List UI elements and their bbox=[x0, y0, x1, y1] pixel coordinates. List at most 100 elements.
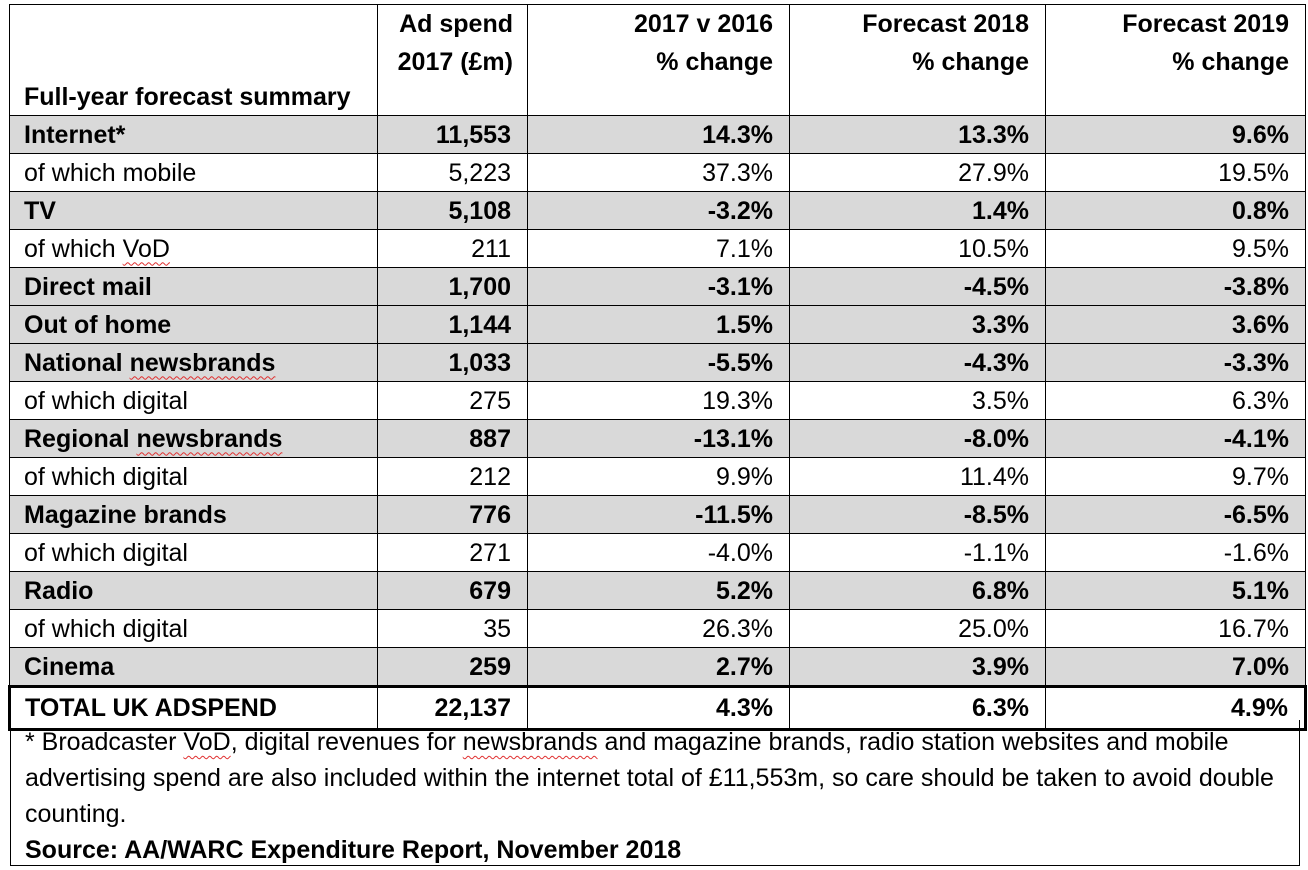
total-change-2017: 4.3% bbox=[527, 685, 790, 731]
row-forecast-2019: -3.8% bbox=[1045, 267, 1306, 306]
row-ad-spend: 1,144 bbox=[377, 305, 528, 344]
row-ad-spend: 5,108 bbox=[377, 191, 528, 230]
row-forecast-2019: 0.8% bbox=[1045, 191, 1306, 230]
header-row: Full-year forecast summary Ad spend 2017… bbox=[9, 4, 1306, 116]
header-ad-spend-line2: 2017 (£m) bbox=[397, 48, 513, 76]
header-2017-change: 2017 v 2016 % change bbox=[527, 4, 790, 116]
row-change-2017: 1.5% bbox=[527, 305, 790, 344]
row-label: National newsbrands bbox=[9, 343, 378, 382]
total-forecast-2018: 6.3% bbox=[789, 685, 1046, 731]
row-label: Internet* bbox=[9, 115, 378, 154]
table-row: of which digital 35 26.3% 25.0% 16.7% bbox=[9, 609, 1306, 648]
row-ad-spend: 271 bbox=[377, 533, 528, 572]
header-ad-spend: Ad spend 2017 (£m) bbox=[377, 4, 528, 116]
row-forecast-2019: 9.7% bbox=[1045, 457, 1306, 496]
row-change-2017: -3.2% bbox=[527, 191, 790, 230]
row-label: of which mobile bbox=[9, 153, 378, 192]
row-forecast-2019: -6.5% bbox=[1045, 495, 1306, 534]
row-forecast-2019: 9.6% bbox=[1045, 115, 1306, 154]
row-forecast-2019: 7.0% bbox=[1045, 647, 1306, 687]
row-label: of which digital bbox=[9, 381, 378, 420]
row-forecast-2019: 19.5% bbox=[1045, 153, 1306, 192]
row-label: of which digital bbox=[9, 457, 378, 496]
header-forecast-2019: Forecast 2019 % change bbox=[1045, 4, 1306, 116]
table-row: Cinema 259 2.7% 3.9% 7.0% bbox=[9, 647, 1306, 687]
header-2019-line1: Forecast 2019 bbox=[1122, 10, 1289, 38]
header-forecast-2018: Forecast 2018 % change bbox=[789, 4, 1046, 116]
row-ad-spend: 1,700 bbox=[377, 267, 528, 306]
row-change-2017: -3.1% bbox=[527, 267, 790, 306]
row-change-2017: 19.3% bbox=[527, 381, 790, 420]
table-row: TV 5,108 -3.2% 1.4% 0.8% bbox=[9, 191, 1306, 230]
row-forecast-2018: -1.1% bbox=[789, 533, 1046, 572]
table-body: Internet* 11,553 14.3% 13.3% 9.6% of which mo… bbox=[9, 115, 1306, 687]
row-change-2017: 37.3% bbox=[527, 153, 790, 192]
row-ad-spend: 887 bbox=[377, 419, 528, 458]
row-ad-spend: 776 bbox=[377, 495, 528, 534]
table-row: Internet* 11,553 14.3% 13.3% 9.6% bbox=[9, 115, 1306, 154]
table-row: of which digital 212 9.9% 11.4% 9.7% bbox=[9, 457, 1306, 496]
table-row: Radio 679 5.2% 6.8% 5.1% bbox=[9, 571, 1306, 610]
footnote-text: * Broadcaster VoD, digital revenues for … bbox=[25, 728, 1274, 828]
header-ad-spend-line1: Ad spend bbox=[399, 10, 513, 38]
header-2018-line2: % change bbox=[912, 48, 1029, 76]
row-forecast-2018: 3.3% bbox=[789, 305, 1046, 344]
row-label: of which digital bbox=[9, 609, 378, 648]
total-forecast-2019: 4.9% bbox=[1045, 685, 1307, 731]
row-change-2017: -4.0% bbox=[527, 533, 790, 572]
row-ad-spend: 5,223 bbox=[377, 153, 528, 192]
row-change-2017: -11.5% bbox=[527, 495, 790, 534]
header-2018-line1: Forecast 2018 bbox=[862, 10, 1029, 38]
row-forecast-2019: -4.1% bbox=[1045, 419, 1306, 458]
row-forecast-2018: -8.0% bbox=[789, 419, 1046, 458]
row-label: of which digital bbox=[9, 533, 378, 572]
row-ad-spend: 1,033 bbox=[377, 343, 528, 382]
row-forecast-2018: 3.5% bbox=[789, 381, 1046, 420]
row-forecast-2018: 10.5% bbox=[789, 229, 1046, 268]
row-change-2017: -5.5% bbox=[527, 343, 790, 382]
row-forecast-2018: 13.3% bbox=[789, 115, 1046, 154]
row-change-2017: 9.9% bbox=[527, 457, 790, 496]
header-2017-line1: 2017 v 2016 bbox=[633, 10, 773, 38]
table-row: Out of home 1,144 1.5% 3.3% 3.6% bbox=[9, 305, 1306, 344]
row-forecast-2019: 6.3% bbox=[1045, 381, 1306, 420]
table-row: of which digital 275 19.3% 3.5% 6.3% bbox=[9, 381, 1306, 420]
row-label: Radio bbox=[9, 571, 378, 610]
row-forecast-2018: -4.5% bbox=[789, 267, 1046, 306]
row-forecast-2018: 1.4% bbox=[789, 191, 1046, 230]
row-change-2017: 2.7% bbox=[527, 647, 790, 687]
table-row: of which digital 271 -4.0% -1.1% -1.6% bbox=[9, 533, 1306, 572]
row-forecast-2019: -3.3% bbox=[1045, 343, 1306, 382]
row-forecast-2018: -4.3% bbox=[789, 343, 1046, 382]
row-forecast-2019: 3.6% bbox=[1045, 305, 1306, 344]
row-label: Magazine brands bbox=[9, 495, 378, 534]
row-ad-spend: 11,553 bbox=[377, 115, 528, 154]
row-label: Cinema bbox=[9, 647, 378, 687]
table-row: of which VoD 211 7.1% 10.5% 9.5% bbox=[9, 229, 1306, 268]
row-forecast-2019: 9.5% bbox=[1045, 229, 1306, 268]
row-change-2017: 26.3% bbox=[527, 609, 790, 648]
row-forecast-2018: 25.0% bbox=[789, 609, 1046, 648]
header-summary: Full-year forecast summary bbox=[9, 4, 378, 116]
row-label: Out of home bbox=[9, 305, 378, 344]
row-forecast-2018: 6.8% bbox=[789, 571, 1046, 610]
row-change-2017: 5.2% bbox=[527, 571, 790, 610]
table-row: of which mobile 5,223 37.3% 27.9% 19.5% bbox=[9, 153, 1306, 192]
row-ad-spend: 211 bbox=[377, 229, 528, 268]
total-label: TOTAL UK ADSPEND bbox=[8, 685, 378, 731]
row-ad-spend: 212 bbox=[377, 457, 528, 496]
table-row: Direct mail 1,700 -3.1% -4.5% -3.8% bbox=[9, 267, 1306, 306]
header-2017-line2: % change bbox=[656, 48, 773, 76]
table-row: Regional newsbrands 887 -13.1% -8.0% -4.1% bbox=[9, 419, 1306, 458]
row-ad-spend: 35 bbox=[377, 609, 528, 648]
total-row: TOTAL UK ADSPEND 22,137 4.3% 6.3% 4.9% bbox=[8, 685, 1307, 731]
row-forecast-2018: -8.5% bbox=[789, 495, 1046, 534]
row-forecast-2019: 5.1% bbox=[1045, 571, 1306, 610]
row-change-2017: 14.3% bbox=[527, 115, 790, 154]
row-forecast-2018: 11.4% bbox=[789, 457, 1046, 496]
row-label: Regional newsbrands bbox=[9, 419, 378, 458]
row-label: of which VoD bbox=[9, 229, 378, 268]
row-forecast-2018: 27.9% bbox=[789, 153, 1046, 192]
row-forecast-2019: -1.6% bbox=[1045, 533, 1306, 572]
row-change-2017: -13.1% bbox=[527, 419, 790, 458]
